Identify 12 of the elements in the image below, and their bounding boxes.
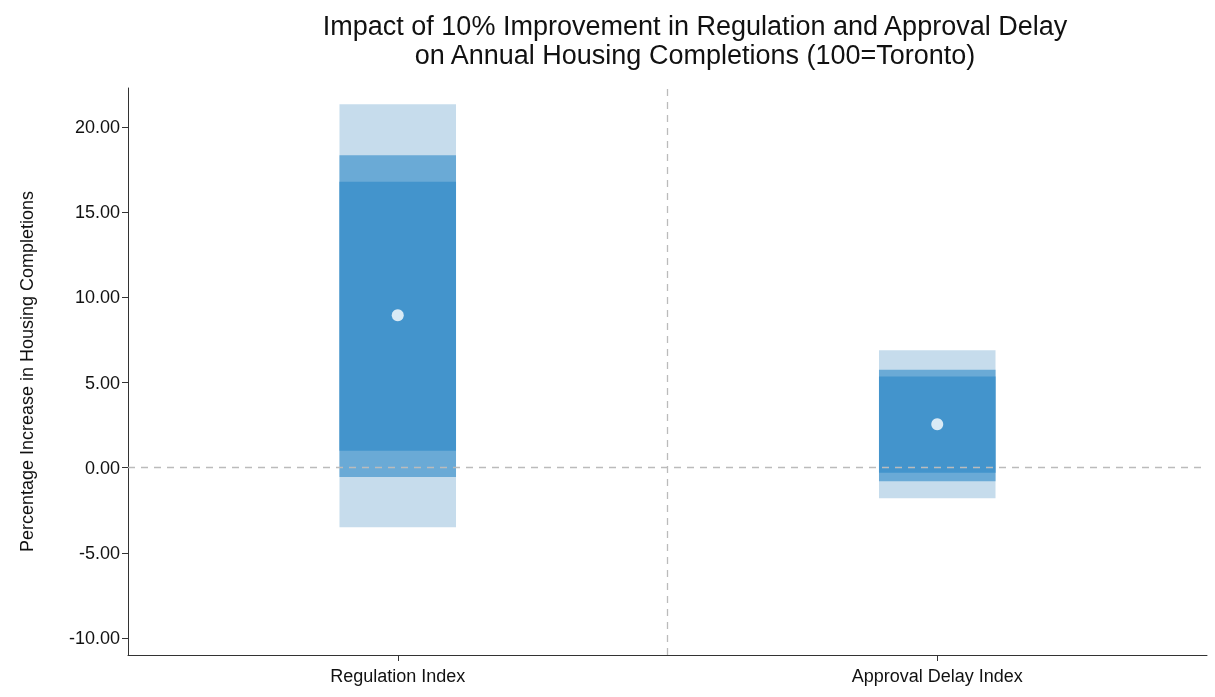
chart-title: Impact of 10% Improvement in Regulation and Approval Delay on Annual Housing Completions (100=Toronto) [322, 10, 1068, 70]
y-tick-label: 5.00 [84, 372, 120, 393]
y-tick-label: 10.00 [74, 287, 120, 308]
x-tick-label: Regulation Index [330, 666, 466, 686]
y-tick-label: 20.00 [74, 117, 120, 138]
y-axis-title: Percentage Increase in Housing Completions [17, 190, 37, 553]
y-tick-label: -5.00 [78, 542, 120, 563]
y-tick-label: 0.00 [84, 457, 120, 478]
x-tick-label: Approval Delay Index [851, 666, 1023, 686]
y-tick-label: -10.00 [68, 627, 120, 648]
bar [339, 181, 457, 451]
y-tick-label: 15.00 [74, 202, 120, 223]
